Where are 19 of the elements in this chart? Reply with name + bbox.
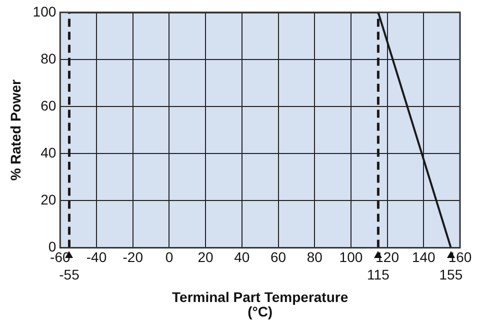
annotation: 155 — [439, 266, 463, 283]
y-axis-title: % Rated Power — [7, 78, 24, 181]
x-tick-label: 100 — [339, 249, 363, 266]
x-tick-label: 0 — [165, 249, 174, 266]
x-tick-label: 40 — [234, 249, 250, 266]
y-tick-label: 100 — [32, 3, 56, 20]
x-tick-label: 60 — [270, 249, 286, 266]
y-tick-label: 80 — [40, 50, 56, 66]
x-tick-label: -20 — [122, 249, 144, 266]
x-tick-label: 140 — [412, 249, 436, 266]
x-tick-label: -40 — [86, 249, 107, 266]
x-tick-label: 20 — [198, 249, 214, 266]
ref-line-label: -55 — [59, 266, 80, 283]
ref-line-label: 115 — [367, 266, 390, 283]
y-tick-label: 20 — [40, 192, 56, 208]
x-axis-title: Terminal Part Temperature (°C) — [172, 288, 348, 320]
x-tick-label: 80 — [306, 249, 323, 266]
y-tick-label: 60 — [40, 97, 56, 114]
y-tick-label: 40 — [40, 144, 56, 160]
